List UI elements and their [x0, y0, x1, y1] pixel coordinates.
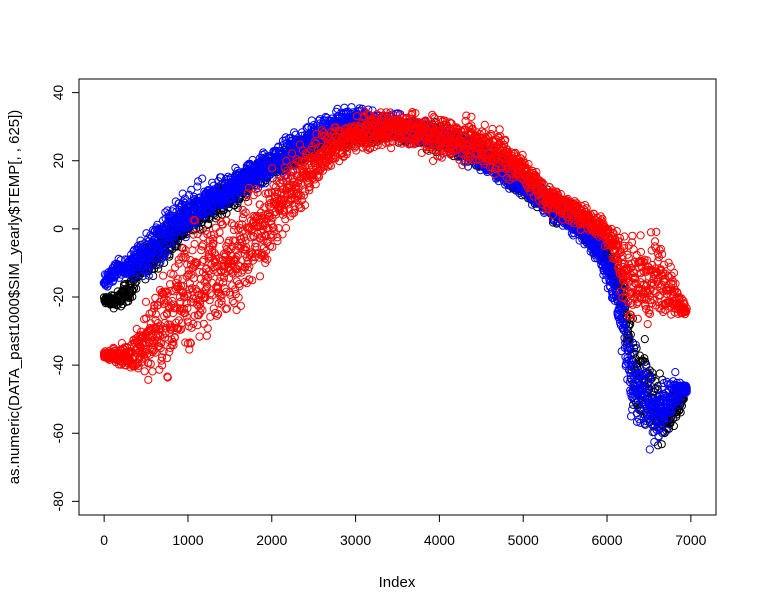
data-points: [99, 103, 691, 454]
data-point: [152, 242, 161, 251]
data-point: [208, 208, 217, 217]
data-point: [114, 254, 123, 263]
data-point: [148, 367, 157, 376]
data-point: [671, 368, 680, 377]
data-point: [169, 270, 178, 279]
data-point: [669, 421, 679, 431]
data-point: [193, 182, 202, 191]
data-point: [632, 344, 641, 353]
data-point: [154, 264, 163, 273]
data-point: [178, 189, 187, 198]
data-point: [156, 258, 165, 267]
data-point: [144, 259, 153, 268]
data-point: [136, 236, 145, 245]
data-point: [166, 239, 175, 248]
data-point: [159, 271, 168, 280]
data-point: [185, 190, 194, 199]
data-point: [153, 248, 162, 257]
data-point: [140, 367, 149, 376]
data-point: [194, 194, 203, 203]
data-point: [146, 261, 155, 270]
data-point: [138, 272, 147, 281]
data-point: [151, 239, 160, 248]
data-point: [144, 271, 153, 280]
data-point: [347, 103, 356, 112]
data-point: [198, 210, 207, 219]
data-point: [130, 272, 139, 281]
data-point: [134, 266, 143, 275]
data-point: [116, 302, 126, 311]
data-point: [676, 408, 685, 417]
data-point: [158, 254, 167, 263]
data-point: [194, 177, 203, 186]
data-point: [233, 203, 242, 212]
data-point: [198, 174, 207, 183]
data-point: [161, 248, 170, 257]
data-point: [626, 330, 635, 339]
data-point: [128, 292, 137, 301]
data-point: [640, 335, 649, 344]
data-point: [163, 206, 172, 215]
data-point: [675, 406, 684, 415]
data-point: [127, 286, 136, 295]
data-point: [144, 375, 153, 384]
data-point: [151, 293, 160, 302]
data-point: [200, 212, 209, 221]
data-point: [157, 250, 167, 259]
data-point: [181, 233, 190, 242]
data-point: [141, 297, 151, 306]
data-point: [170, 237, 180, 246]
data-point: [657, 440, 666, 449]
data-point: [290, 128, 299, 137]
data-point: [645, 445, 654, 454]
data-point: [635, 357, 645, 366]
